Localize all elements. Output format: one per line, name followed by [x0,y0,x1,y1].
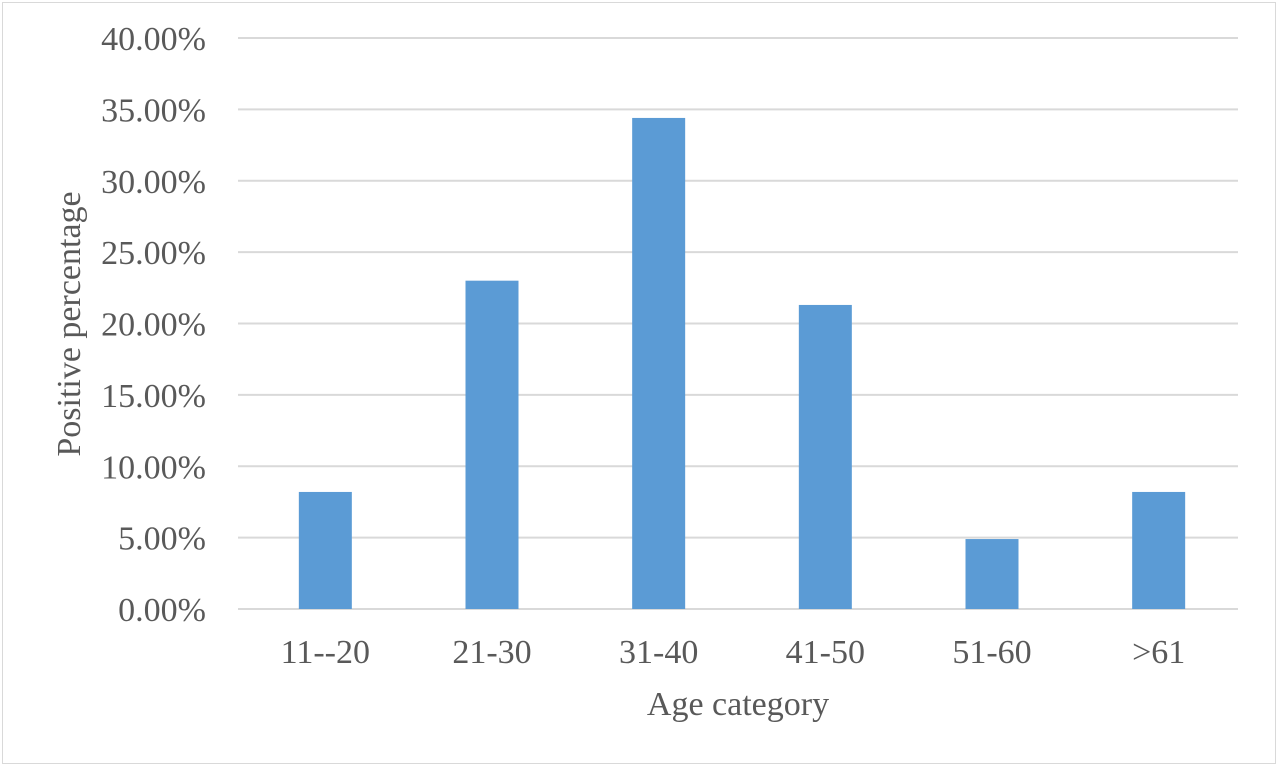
x-axis-title: Age category [647,686,829,723]
y-tick-label: 25.00% [101,235,206,272]
x-tick-label: >61 [1132,634,1185,671]
x-tick-labels: 11--20 21-30 31-40 41-50 51-60 >61 [281,634,1186,671]
x-tick-label: 31-40 [619,634,698,671]
y-tick-labels: 0.00% 5.00% 10.00% 15.00% 20.00% 25.00% 30.00%… [101,21,206,629]
x-tick-label: 21-30 [452,634,531,671]
bar [465,280,519,609]
y-tick-label: 0.00% [118,592,206,629]
bar [632,117,686,609]
bars [298,117,1186,609]
y-tick-label: 35.00% [101,92,206,129]
y-tick-label: 5.00% [118,521,206,558]
bar [298,491,352,609]
y-axis-title: Positive percentage [51,191,88,456]
y-tick-label: 20.00% [101,307,206,344]
x-tick-label: 51-60 [952,634,1031,671]
bar [1132,491,1186,609]
gridlines [238,37,1238,610]
bar [965,539,1019,609]
x-tick-label: 41-50 [786,634,865,671]
y-tick-label: 15.00% [101,378,206,415]
y-tick-label: 10.00% [101,449,206,486]
y-tick-label: 30.00% [101,164,206,201]
bar [798,304,852,609]
y-tick-label: 40.00% [101,21,206,58]
x-tick-label: 11--20 [281,634,370,671]
